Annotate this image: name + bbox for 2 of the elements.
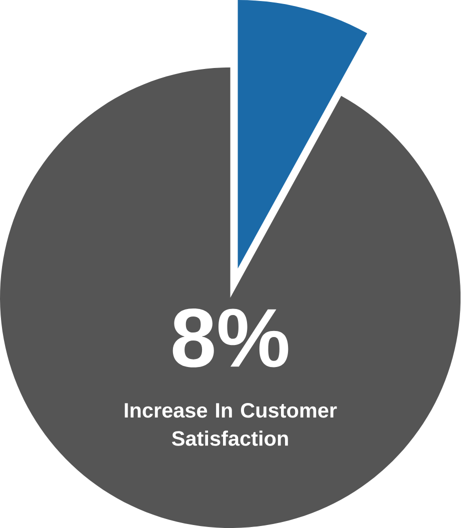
text: Increase In Customer Satisfaction (125, 402, 338, 446)
text: 8% (173, 308, 288, 368)
